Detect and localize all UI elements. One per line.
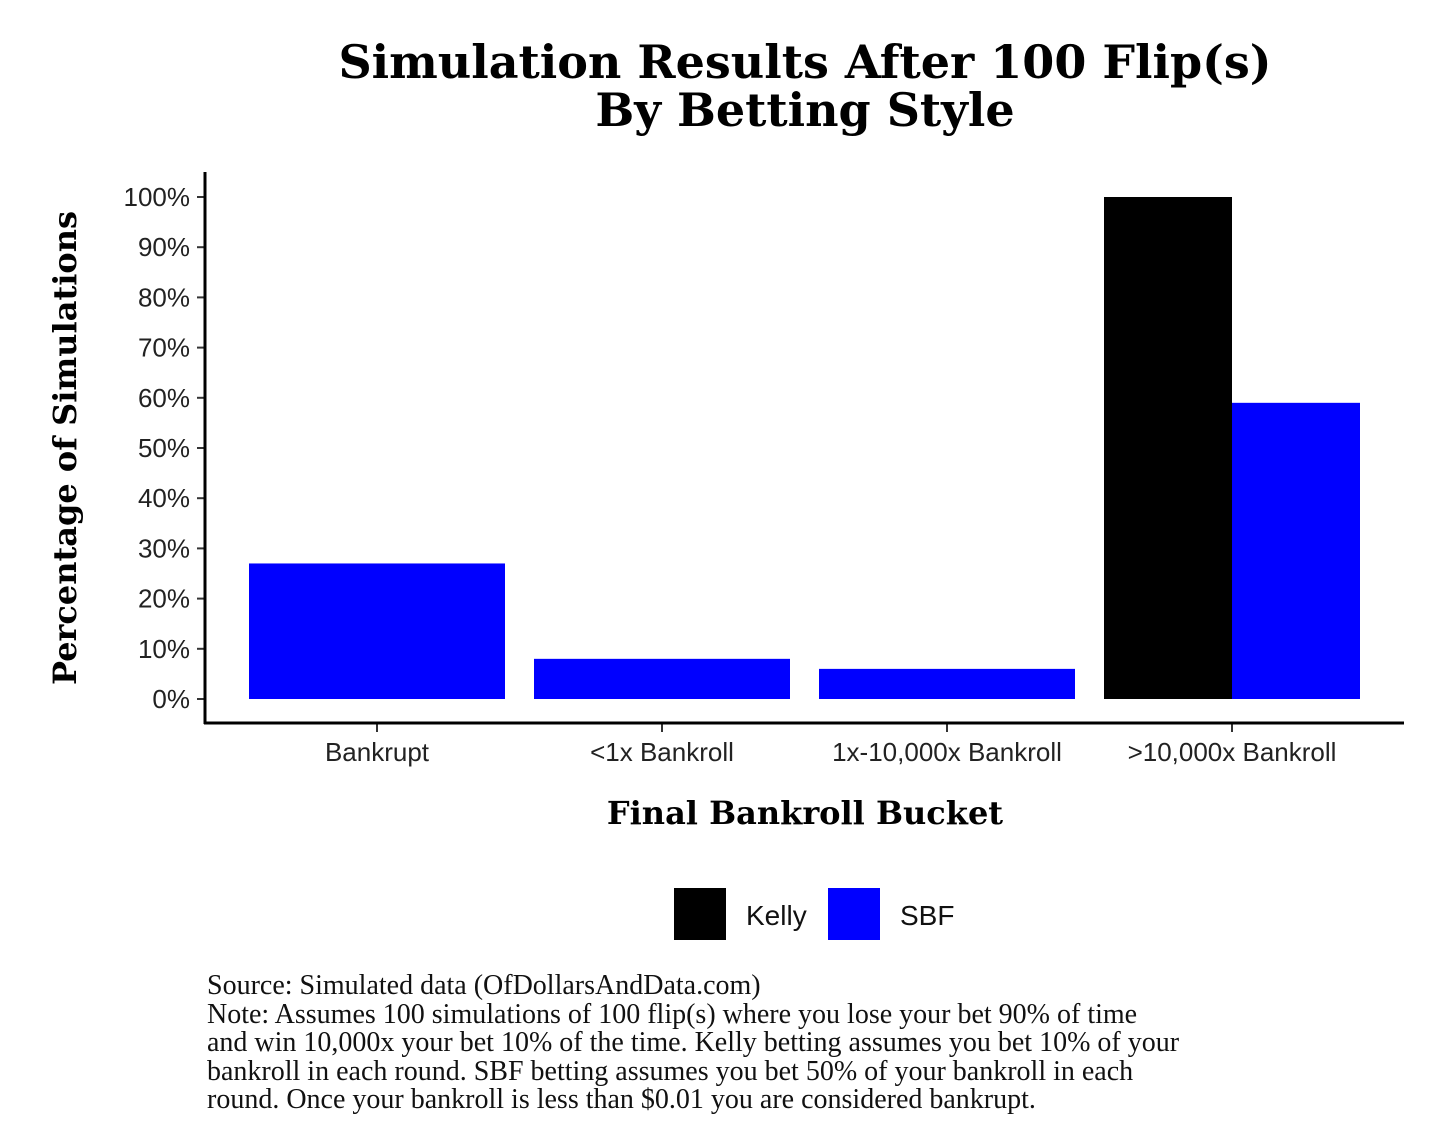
x-tick-label: Bankrupt bbox=[325, 737, 430, 767]
y-tick-label: 40% bbox=[138, 483, 190, 513]
y-tick-label: 10% bbox=[138, 634, 190, 664]
x-axis-ticks: Bankrupt <1x Bankroll 1x-10,000x Bankroll >… bbox=[325, 724, 1336, 767]
legend-swatch-sbf bbox=[828, 888, 880, 940]
legend-label-kelly: Kelly bbox=[746, 900, 807, 931]
y-tick-label: 30% bbox=[138, 533, 190, 563]
bar-sbf-3 bbox=[1232, 402, 1360, 699]
y-axis-title: Percentage of Simulations bbox=[46, 211, 84, 685]
note-line: round. Once your bankroll is less than $… bbox=[207, 1084, 1036, 1115]
y-tick-label: 100% bbox=[124, 182, 191, 212]
legend-label-sbf: SBF bbox=[900, 900, 954, 931]
bar-sbf-0 bbox=[249, 563, 505, 699]
y-tick-label: 90% bbox=[138, 232, 190, 262]
source-line: Source: Simulated data (OfDollarsAndData… bbox=[207, 970, 761, 1001]
bar-chart: Simulation Results After 100 Flip(s) By … bbox=[46, 35, 1404, 940]
legend: Kelly SBF bbox=[674, 888, 954, 940]
y-tick-label: 60% bbox=[138, 383, 190, 413]
note-line: bankroll in each round. SBF betting assu… bbox=[207, 1055, 1134, 1087]
x-tick-label: >10,000x Bankroll bbox=[1128, 737, 1337, 767]
x-tick-label: 1x-10,000x Bankroll bbox=[832, 737, 1062, 767]
y-tick-label: 50% bbox=[138, 433, 190, 463]
x-axis-title: Final Bankroll Bucket bbox=[607, 794, 1003, 832]
y-tick-label: 0% bbox=[152, 684, 190, 714]
chart-title: Simulation Results After 100 Flip(s) bbox=[338, 35, 1271, 89]
legend-swatch-kelly bbox=[674, 888, 726, 940]
note-line: and win 10,000x your bet 10% of the time… bbox=[207, 1027, 1180, 1058]
y-axis-ticks: 0% 10% 20% 30% 40% 50% 60% 70% 80% 90% 100% bbox=[124, 182, 205, 714]
bars-group bbox=[249, 197, 1360, 699]
note-line: Note: Assumes 100 simulations of 100 fli… bbox=[207, 998, 1138, 1030]
bar-sbf-2 bbox=[819, 668, 1075, 699]
bar-sbf-1 bbox=[534, 658, 790, 699]
y-tick-label: 20% bbox=[138, 584, 190, 614]
caption: Source: Simulated data (OfDollarsAndData… bbox=[207, 970, 1387, 1115]
y-tick-label: 70% bbox=[138, 333, 190, 363]
y-tick-label: 80% bbox=[138, 282, 190, 312]
bar-kelly-3 bbox=[1104, 197, 1232, 699]
x-tick-label: <1x Bankroll bbox=[590, 737, 734, 767]
chart-subtitle: By Betting Style bbox=[595, 83, 1014, 137]
